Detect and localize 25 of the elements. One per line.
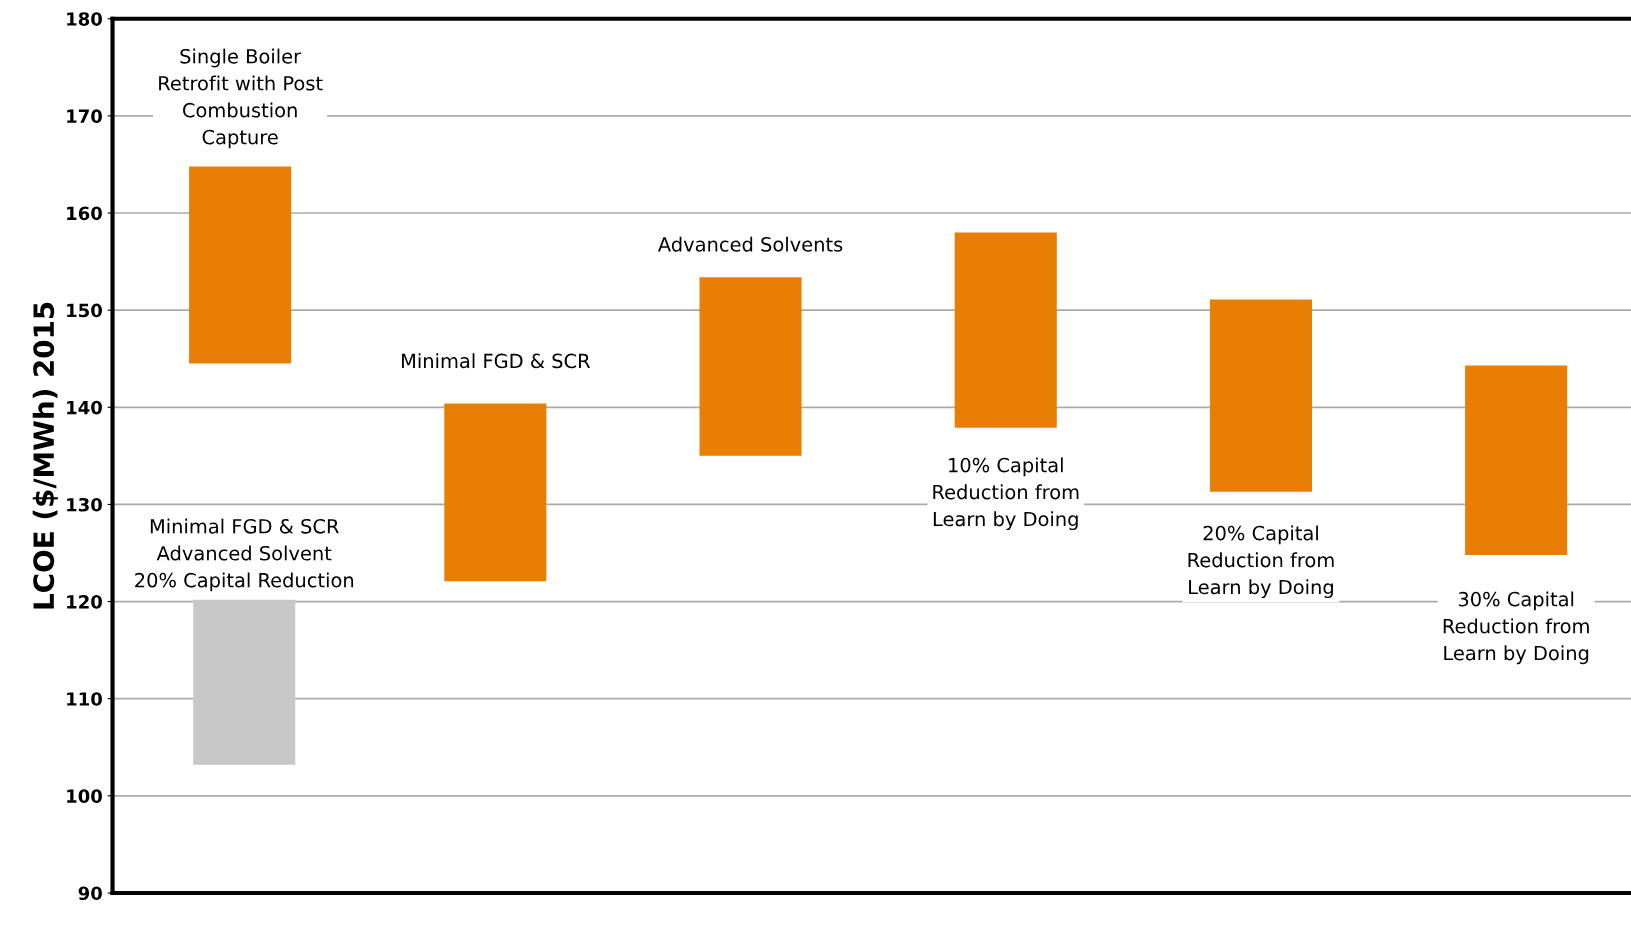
bar (193, 599, 296, 765)
annotation: Advanced Solvents (657, 236, 843, 252)
bar (1465, 365, 1568, 555)
annotation: 20% Capital Reduction from Learn by Doing (1188, 525, 1334, 599)
annotation: 10% Capital Reduction from Learn by Doing (933, 457, 1079, 531)
y-axis-title: LCOE ($/MWh) 2015 (32, 302, 58, 609)
annotation: Single Boiler Retrofit with Post Combustion Capture (159, 48, 323, 149)
bar (699, 277, 802, 456)
bar (1209, 299, 1312, 492)
y-tick-label: 100 (67, 789, 102, 803)
annotation: Minimal FGD & SCR Advanced Solvent 20% Capital Reduction (135, 518, 354, 592)
annotation: Minimal FGD & SCR (401, 353, 591, 369)
y-tick-label: 180 (67, 12, 102, 26)
y-tick-label: 130 (67, 497, 102, 512)
bar (189, 166, 292, 364)
bar (954, 232, 1057, 428)
annotation: 30% Capital Reduction from Learn by Doing (1443, 591, 1589, 665)
y-tick-label: 90 (78, 886, 102, 901)
bar (444, 403, 547, 582)
y-tick-label: 140 (67, 400, 102, 415)
y-tick-label: 160 (67, 206, 102, 221)
y-tick-label: 170 (67, 109, 102, 124)
y-tick-label: 120 (67, 595, 102, 609)
y-tick-label: 110 (67, 692, 102, 706)
y-tick-label: 150 (67, 303, 102, 318)
